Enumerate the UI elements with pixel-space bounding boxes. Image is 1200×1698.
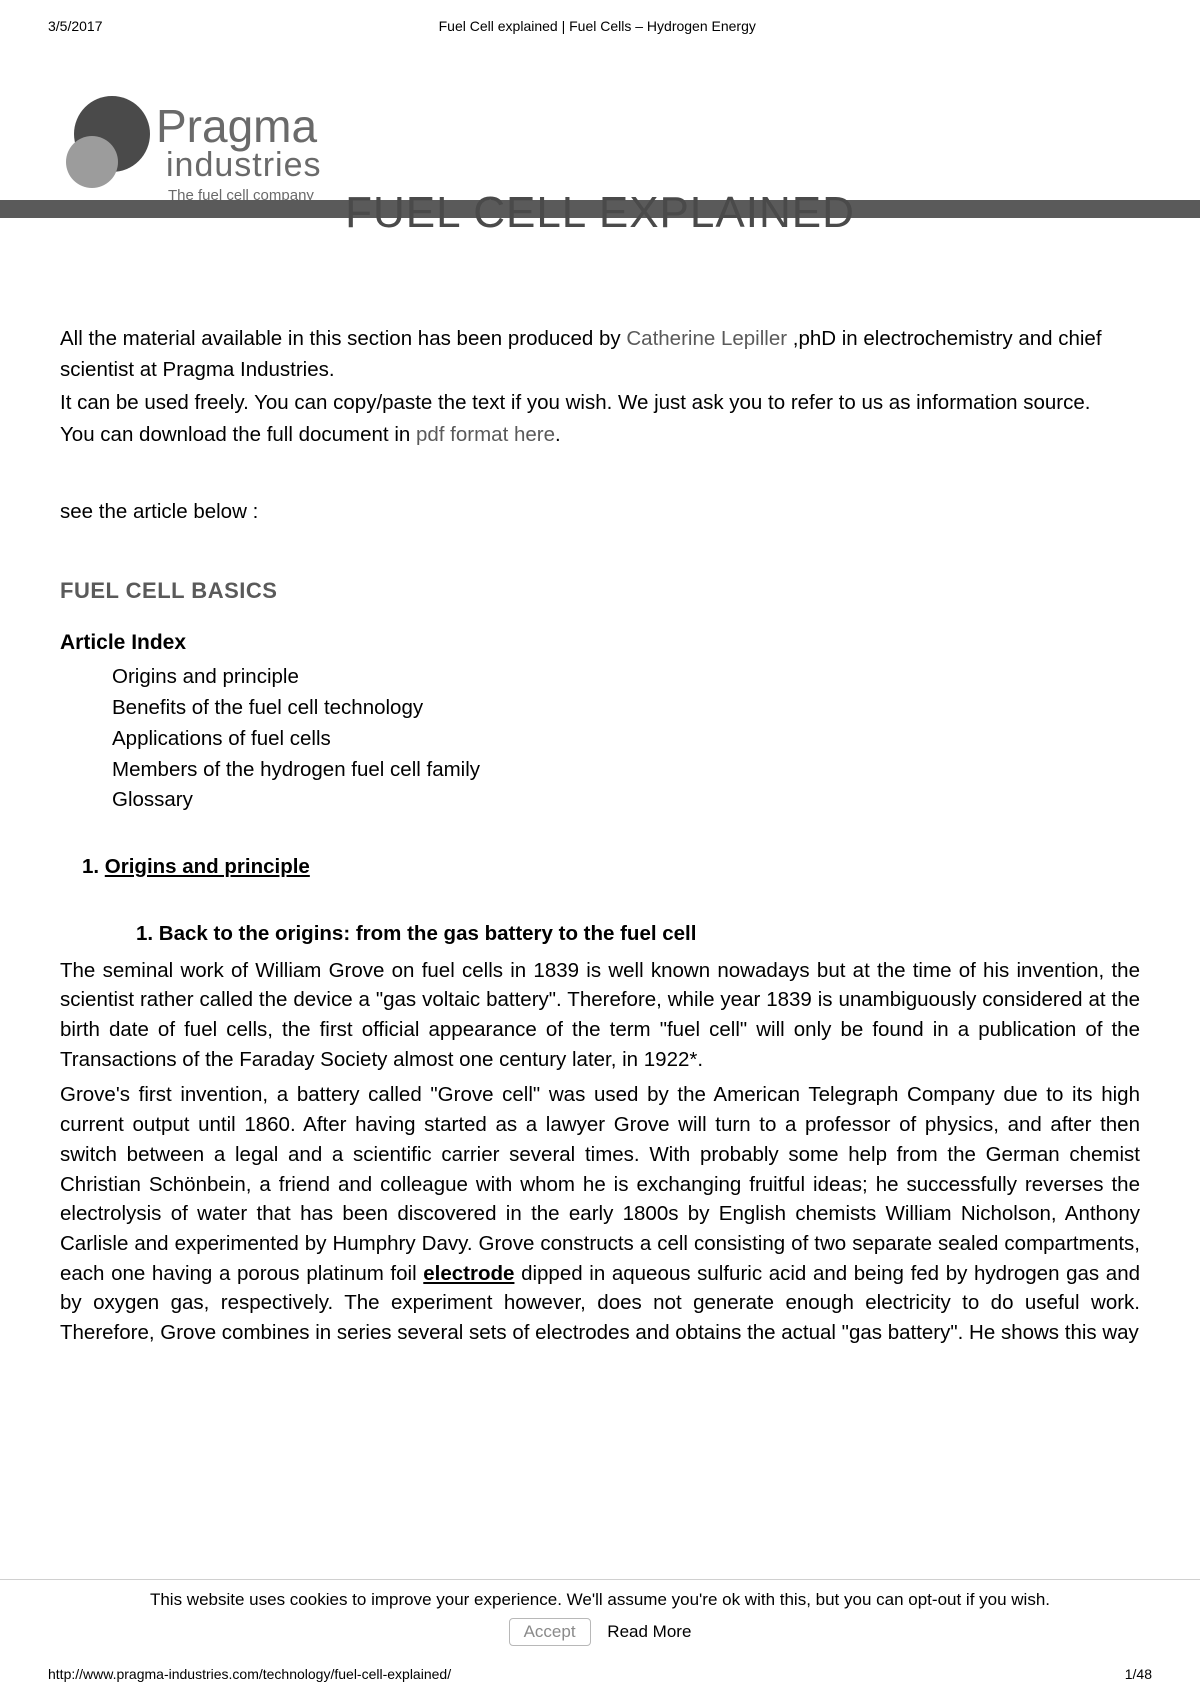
subsection-heading: 1. Back to the origins: from the gas bat…: [60, 919, 1140, 950]
print-title: Fuel Cell explained | Fuel Cells – Hydro…: [439, 18, 756, 34]
cookie-consent-bar: This website uses cookies to improve you…: [0, 1579, 1200, 1650]
index-item[interactable]: Members of the hydrogen fuel cell family: [112, 755, 1140, 786]
basics-heading: FUEL CELL BASICS: [60, 574, 1140, 607]
article-index-title: Article Index: [60, 627, 1140, 659]
body-paragraph-2: Grove's first invention, a battery calle…: [60, 1080, 1140, 1347]
cookie-actions: Accept Read More: [0, 1618, 1200, 1646]
print-header: 3/5/2017 Fuel Cell explained | Fuel Cell…: [0, 0, 1200, 34]
article-index-list: Origins and principle Benefits of the fu…: [60, 662, 1140, 816]
pdf-link[interactable]: pdf format here: [416, 423, 555, 446]
print-header-spacer: [1092, 18, 1152, 34]
intro-block: All the material available in this secti…: [60, 324, 1140, 528]
main-content: All the material available in this secti…: [0, 214, 1200, 1348]
see-below: see the article below :: [60, 497, 1140, 528]
section-title: Origins and principle: [105, 855, 310, 878]
cookie-text: This website uses cookies to improve you…: [0, 1590, 1200, 1610]
intro-line-1: All the material available in this secti…: [60, 324, 1140, 386]
intro-line-2: It can be used freely. You can copy/past…: [60, 388, 1140, 419]
print-footer: http://www.pragma-industries.com/technol…: [48, 1666, 1152, 1682]
index-item[interactable]: Glossary: [112, 785, 1140, 816]
index-item[interactable]: Applications of fuel cells: [112, 724, 1140, 755]
index-item[interactable]: Origins and principle: [112, 662, 1140, 693]
index-item[interactable]: Benefits of the fuel cell technology: [112, 693, 1140, 724]
print-url: http://www.pragma-industries.com/technol…: [48, 1666, 451, 1682]
intro-line-3: You can download the full document in pd…: [60, 420, 1140, 451]
body-text-2a: Grove's first invention, a battery calle…: [60, 1083, 1140, 1284]
print-page-number: 1/48: [1125, 1666, 1152, 1682]
section-1-heading: 1. Origins and principle: [60, 852, 1140, 883]
accept-button[interactable]: Accept: [509, 1618, 591, 1646]
section-number: 1.: [82, 855, 105, 878]
intro-text: All the material available in this secti…: [60, 327, 626, 350]
electrode-link[interactable]: electrode: [423, 1262, 514, 1285]
page-title: FUEL CELL EXPLAINED: [0, 188, 1200, 238]
print-date: 3/5/2017: [48, 18, 103, 34]
read-more-link[interactable]: Read More: [607, 1622, 691, 1641]
sub-title: Back to the origins: from the gas batter…: [159, 922, 697, 945]
sub-number: 1.: [136, 922, 159, 945]
author-link[interactable]: Catherine Lepiller: [626, 327, 792, 350]
intro-text-3b: .: [555, 423, 561, 446]
intro-text-3a: You can download the full document in: [60, 423, 416, 446]
svg-text:Pragma: Pragma: [156, 100, 317, 152]
body-paragraph-1: The seminal work of William Grove on fue…: [60, 956, 1140, 1075]
svg-text:industries: industries: [166, 146, 322, 184]
